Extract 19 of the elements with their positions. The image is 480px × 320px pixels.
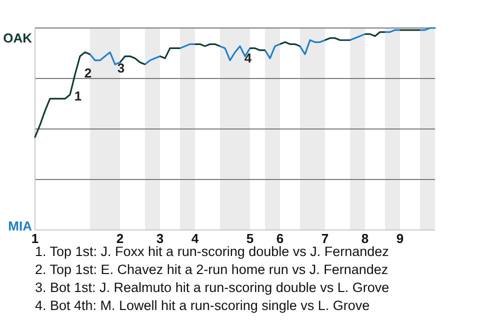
annotation: 4	[244, 50, 252, 66]
annotation: 2	[84, 66, 92, 80]
x-tick-label: 1	[31, 231, 39, 246]
x-tick-label: 8	[361, 231, 369, 246]
annotation: 1	[74, 88, 82, 104]
x-tick-label: 5	[246, 231, 254, 246]
x-tick-label: 6	[276, 231, 284, 246]
x-tick-label: 7	[321, 231, 329, 246]
text: 4. Bot 4th: M. Lowell hit a run-scoring single vs L. Grove	[35, 298, 370, 313]
x-tick-label: 2	[116, 231, 124, 246]
text: OAK	[3, 30, 33, 46]
text: 2. Top 1st: E. Chavez hit a 2-run home run vs J. Fernandez	[35, 262, 388, 277]
text: 1. Top 1st: J. Foxx hit a run-scoring double vs J. Fernandez	[35, 244, 390, 259]
x-tick-label: 9	[396, 231, 404, 246]
x-tick-label: 4	[191, 231, 200, 246]
text: 3. Bot 1st: J. Realmuto hit a run-scoring double vs L. Grove	[35, 280, 390, 295]
x-tick-label: 3	[156, 231, 164, 246]
text: MIA	[8, 218, 33, 234]
annotation: 3	[117, 60, 125, 76]
